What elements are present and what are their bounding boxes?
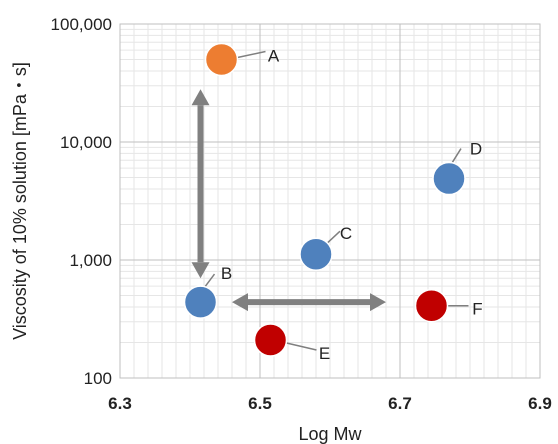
minor-gridlines (120, 24, 540, 378)
point-f (414, 288, 449, 323)
point-e (253, 323, 288, 357)
label-leader-d (450, 148, 462, 165)
x-axis-tick-labels: 6.3 6.5 6.7 6.9 (108, 394, 552, 413)
point-c (299, 237, 333, 271)
arrow-head (370, 293, 386, 312)
label-leader-a (237, 50, 266, 59)
y-tick-label: 10,000 (60, 133, 112, 152)
point-d (432, 161, 466, 196)
label-leader-e (286, 342, 317, 351)
point-label-a: A (268, 47, 280, 66)
y-tick-label: 100 (84, 369, 112, 388)
x-tick-label: 6.5 (248, 394, 272, 413)
point-b (183, 285, 218, 319)
x-tick-label: 6.3 (108, 394, 132, 413)
data-point-labels: A B C D E F (221, 47, 483, 363)
x-axis-title: Log Mw (298, 424, 362, 444)
y-tick-label: 1,000 (69, 251, 112, 270)
point-label-f: F (472, 300, 482, 319)
point-a (204, 42, 239, 77)
arrow-head (232, 293, 248, 312)
y-axis-title: Viscosity of 10% solution [mPa・s] (10, 62, 30, 340)
plot-area-border (119, 23, 541, 379)
data-points (183, 42, 466, 357)
arrow-head (191, 262, 210, 279)
point-label-c: C (340, 224, 352, 243)
x-tick-label: 6.7 (388, 394, 412, 413)
x-tick-label: 6.9 (528, 394, 552, 413)
arrows (191, 89, 386, 312)
point-label-d: D (470, 140, 482, 159)
arrow-head (191, 89, 210, 106)
point-label-e: E (319, 344, 330, 363)
point-label-b: B (221, 264, 232, 283)
y-axis-tick-labels: 100 1,000 10,000 100,000 (51, 15, 112, 388)
y-tick-label: 100,000 (51, 15, 112, 34)
label-leader-lines (201, 50, 469, 351)
